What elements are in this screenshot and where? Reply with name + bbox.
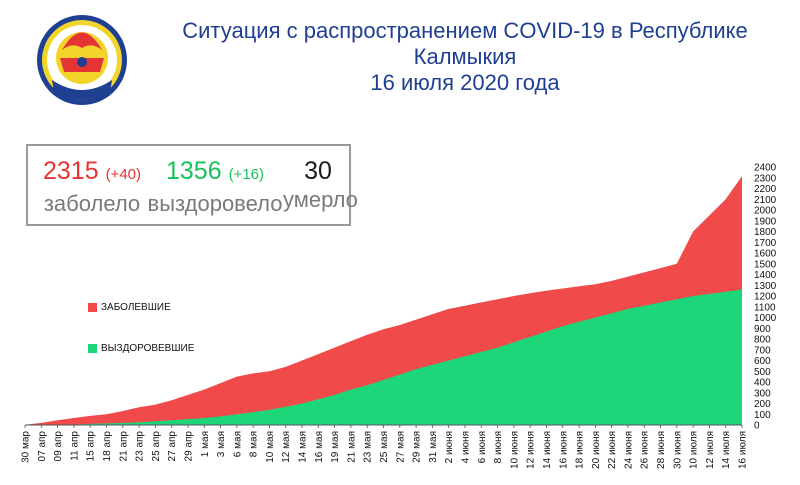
- x-tick-label: 30 мар: [21, 431, 32, 463]
- y-tick-label: 900: [754, 324, 771, 335]
- x-tick-label: 24 июня: [623, 431, 634, 469]
- x-tick-label: 6 мая: [232, 431, 243, 457]
- y-tick-label: 1100: [754, 302, 776, 313]
- x-tick-label: 10 июня: [509, 431, 520, 469]
- y-tick-label: 1800: [754, 227, 777, 238]
- page-date: 16 июля 2020 года: [370, 70, 560, 95]
- x-tick-label: 28 июня: [656, 431, 667, 469]
- infected-value: 2315: [42, 157, 99, 185]
- y-tick-label: 1700: [754, 238, 777, 249]
- x-tick-label: 18 июня: [575, 431, 586, 469]
- y-tick-label: 500: [754, 367, 771, 378]
- legend-label-recovered: ВЫЗДОРОВЕВШИЕ: [101, 343, 195, 354]
- recovered-label: выздоровело: [147, 191, 283, 216]
- y-tick-label: 200: [754, 399, 771, 410]
- x-tick-label: 6 июня: [477, 431, 488, 463]
- x-tick-label: 14 июня: [542, 431, 553, 469]
- x-tick-label: 1 мая: [200, 431, 211, 457]
- y-tick-label: 1600: [754, 249, 777, 260]
- y-tick-label: 1500: [754, 259, 777, 270]
- deaths-label: умерло: [283, 187, 358, 212]
- x-tick-label: 23 апр: [135, 431, 146, 462]
- x-tick-label: 27 мая: [395, 431, 406, 463]
- x-tick-label: 16 июля: [738, 431, 749, 469]
- series-area-recovered: [25, 289, 742, 425]
- x-tick-label: 3 мая: [216, 431, 227, 457]
- infected-delta: (+40): [105, 166, 141, 183]
- x-tick-label: 27 апр: [167, 431, 178, 462]
- x-tick-label: 12 мая: [281, 431, 292, 463]
- x-tick-label: 25 апр: [151, 431, 162, 462]
- x-tick-label: 16 мая: [314, 431, 325, 463]
- page-title: Ситуация с распространением COVID-19 в Р…: [182, 18, 748, 69]
- y-tick-label: 1000: [754, 313, 777, 324]
- y-tick-label: 600: [754, 356, 771, 367]
- x-tick-label: 19 мая: [330, 431, 341, 463]
- x-tick-label: 10 мая: [265, 431, 276, 463]
- x-tick-label: 31 мая: [428, 431, 439, 463]
- kalmykia-emblem: [37, 15, 127, 105]
- y-tick-label: 1400: [754, 270, 777, 281]
- y-tick-label: 800: [754, 335, 771, 346]
- stat-deaths: 30 умерло: [283, 156, 358, 214]
- x-tick-label: 16 июня: [558, 431, 569, 469]
- x-tick-label: 26 июня: [640, 431, 651, 469]
- legend-swatch-infected: [88, 303, 97, 312]
- y-tick-label: 2400: [754, 163, 777, 174]
- x-tick-label: 8 мая: [249, 431, 260, 457]
- y-tick-label: 400: [754, 378, 771, 389]
- x-tick-label: 23 мая: [363, 431, 374, 463]
- x-tick-label: 07 апр: [37, 431, 48, 462]
- y-tick-label: 2300: [754, 173, 777, 184]
- y-tick-label: 1300: [754, 281, 777, 292]
- y-tick-label: 0: [754, 421, 760, 432]
- y-tick-label: 2000: [754, 206, 777, 217]
- y-tick-label: 2200: [754, 184, 777, 195]
- x-tick-label: 14 июля: [721, 431, 732, 469]
- y-tick-label: 1900: [754, 216, 777, 227]
- x-tick-label: 12 июня: [526, 431, 537, 469]
- x-tick-label: 8 июня: [493, 431, 504, 463]
- x-tick-label: 21 мая: [346, 431, 357, 463]
- x-tick-label: 25 мая: [379, 431, 390, 463]
- deaths-value: 30: [304, 157, 332, 185]
- stat-recovered: 1356 (+16) выздоровело: [146, 156, 284, 218]
- x-tick-label: 18 апр: [102, 431, 113, 462]
- x-tick-label: 09 апр: [53, 431, 64, 462]
- x-tick-label: 29 мая: [412, 431, 423, 463]
- y-tick-label: 100: [754, 410, 771, 421]
- legend-item-recovered: ВЫЗДОРОВЕВШИЕ: [88, 343, 194, 354]
- x-tick-label: 11 апр: [69, 431, 80, 461]
- x-tick-label: 22 июня: [607, 431, 618, 469]
- x-tick-label: 12 июля: [705, 431, 716, 469]
- x-tick-label: 21 апр: [118, 431, 129, 462]
- recovered-delta: (+16): [228, 166, 264, 183]
- x-tick-label: 2 июня: [444, 431, 455, 463]
- x-tick-label: 4 июня: [461, 431, 472, 463]
- x-tick-label: 29 апр: [184, 431, 195, 462]
- x-tick-label: 10 июля: [689, 431, 700, 469]
- stat-infected: 2315 (+40) заболело: [42, 156, 142, 218]
- legend-label-infected: ЗАБОЛЕВШИЕ: [101, 302, 171, 313]
- x-tick-label: 14 мая: [298, 431, 309, 463]
- x-tick-label: 15 апр: [86, 431, 97, 462]
- x-tick-label: 20 июня: [591, 431, 602, 469]
- recovered-value: 1356: [165, 157, 222, 185]
- legend-item-infected: ЗАБОЛЕВШИЕ: [88, 302, 171, 313]
- stats-panel: 2315 (+40) заболело 1356 (+16) выздорове…: [26, 144, 358, 226]
- y-tick-label: 300: [754, 388, 771, 399]
- y-tick-label: 1200: [754, 292, 777, 303]
- y-tick-label: 2100: [754, 195, 777, 206]
- infected-label: заболело: [43, 191, 141, 216]
- legend-swatch-recovered: [88, 344, 97, 353]
- y-tick-label: 700: [754, 345, 771, 356]
- x-tick-label: 30 июня: [672, 431, 683, 469]
